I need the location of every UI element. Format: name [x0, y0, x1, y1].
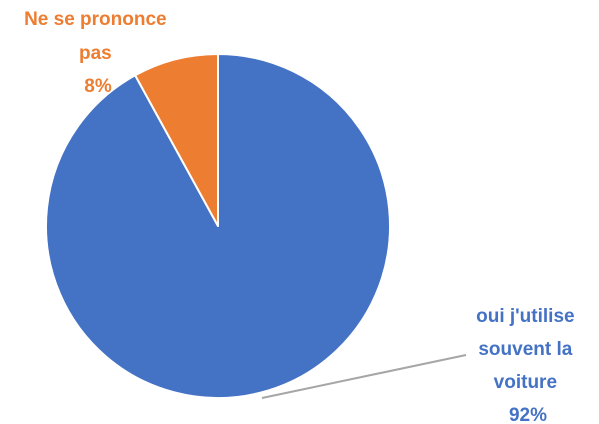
- label-line: pas: [79, 43, 112, 64]
- leader-line: [261, 354, 467, 399]
- label-line: oui j'utilise: [476, 306, 574, 327]
- label-line: Ne se prononce: [24, 9, 167, 30]
- label-line: souvent la: [478, 339, 572, 360]
- pie-slices: [45, 53, 391, 399]
- label-value: 8%: [84, 76, 112, 97]
- label-line: voiture: [494, 372, 557, 393]
- pie-slice-ne-se-prononce: [134, 53, 219, 227]
- label-value: 92%: [509, 405, 547, 424]
- data-label-ne-se-prononce: Ne se prononce pas 8%: [24, 9, 172, 97]
- data-label-oui-voiture: oui j'utilise souvent la voiture 92%: [476, 306, 580, 424]
